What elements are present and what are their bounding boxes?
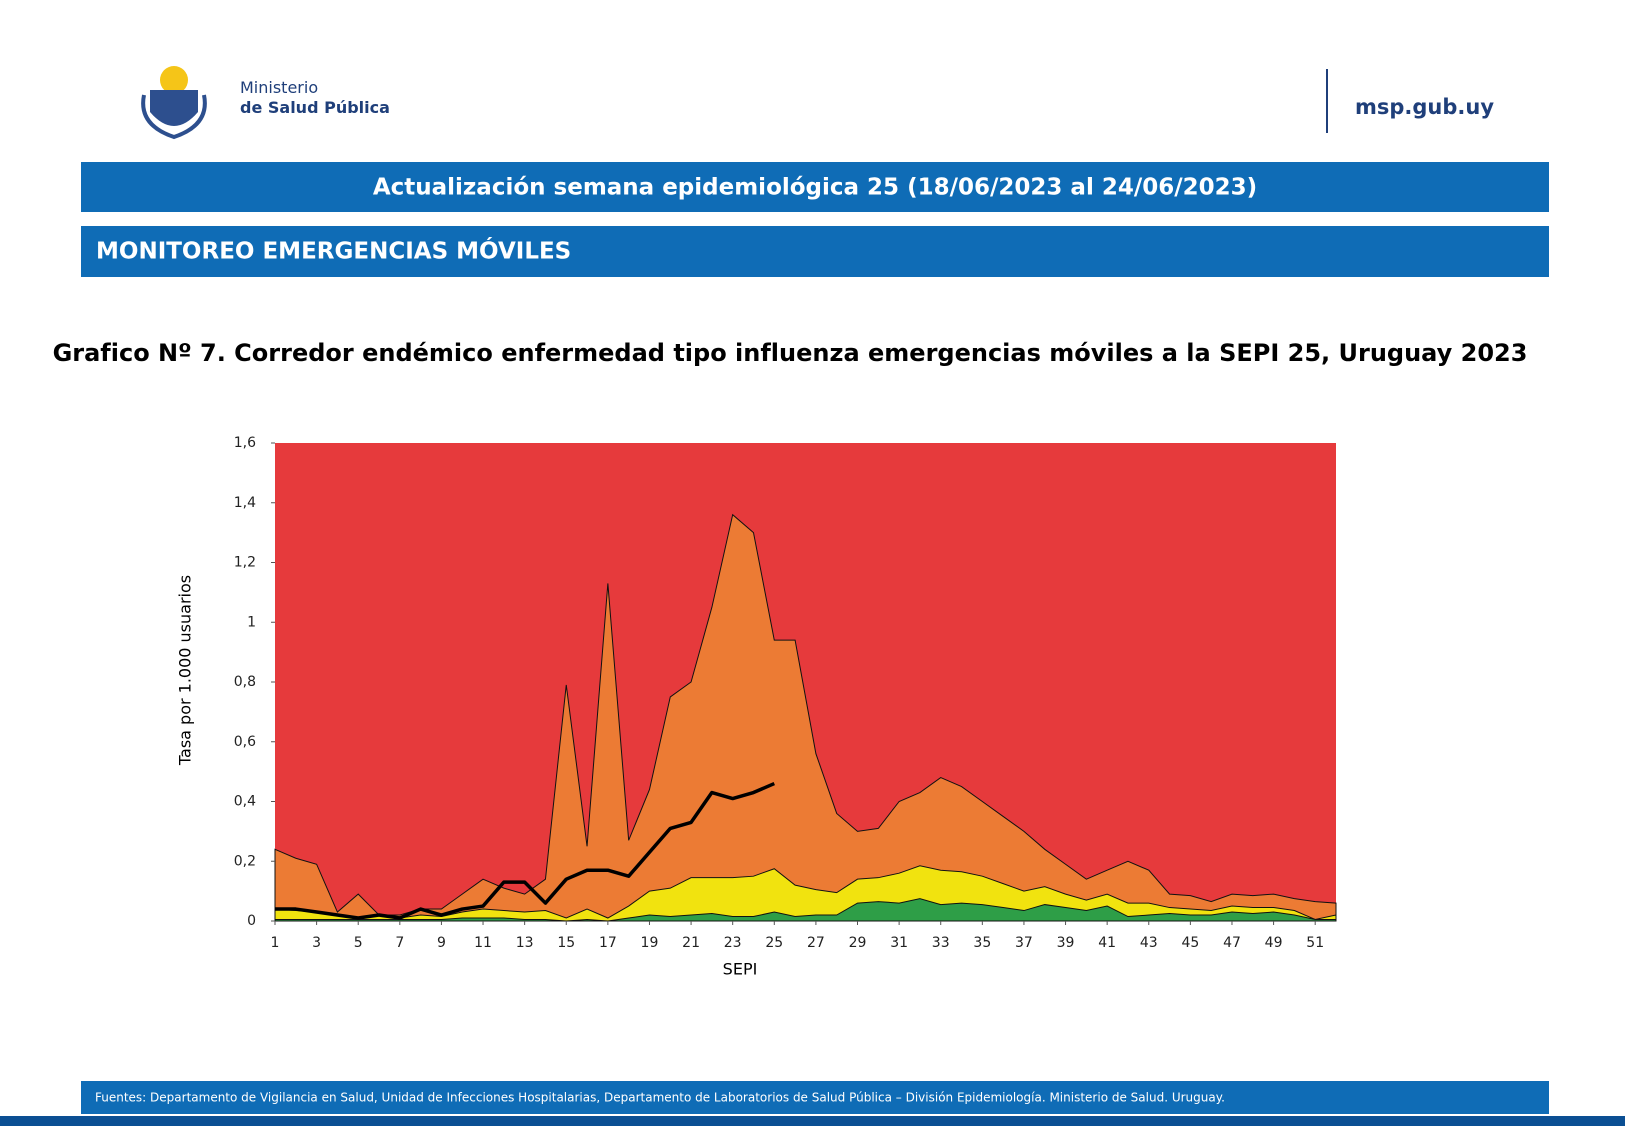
ministry-name: de Salud Pública <box>240 98 390 117</box>
x-tick-label: 1 <box>271 935 280 951</box>
area-band <box>274 513 1337 922</box>
y-tick-label: 0,2 <box>234 853 256 869</box>
x-tick-label: 9 <box>437 935 446 951</box>
y-tick-label: 1,4 <box>234 495 256 511</box>
logo <box>141 66 207 140</box>
bottom-stripe <box>0 1116 1625 1126</box>
x-tick-label: 3 <box>312 935 321 951</box>
x-tick-label: 33 <box>932 935 950 951</box>
x-tick-label: 39 <box>1057 935 1075 951</box>
chart-title: Grafico Nº 7. Corredor endémico enfermed… <box>53 339 1528 367</box>
area-band <box>274 865 1337 922</box>
x-tick-label: 7 <box>395 935 404 951</box>
area-band <box>274 898 1337 922</box>
x-tick-label: 43 <box>1140 935 1158 951</box>
x-tick-label: 19 <box>641 935 659 951</box>
update-banner: Actualización semana epidemiológica 25 (… <box>373 175 1257 201</box>
x-tick-label: 23 <box>724 935 742 951</box>
y-tick-label: 1,2 <box>234 555 256 571</box>
x-tick-label: 49 <box>1265 935 1283 951</box>
y-axis-label: Tasa por 1.000 usuarios <box>176 575 195 766</box>
x-tick-label: 27 <box>807 935 825 951</box>
x-tick-label: 25 <box>765 935 783 951</box>
x-tick-label: 35 <box>973 935 991 951</box>
x-tick-label: 47 <box>1223 935 1241 951</box>
banner <box>81 226 1549 277</box>
y-tick-label: 0,8 <box>234 674 256 690</box>
y-tick-label: 1 <box>247 614 256 630</box>
x-tick-label: 31 <box>890 935 908 951</box>
line-series <box>275 781 775 920</box>
footer-bar <box>81 1081 1549 1114</box>
banner <box>81 162 1549 212</box>
footer-sources: Fuentes: Departamento de Vigilancia en S… <box>95 1091 1225 1105</box>
x-tick-label: 51 <box>1306 935 1324 951</box>
y-tick-label: 0,4 <box>234 794 256 810</box>
x-tick-label: 17 <box>599 935 617 951</box>
site-url: msp.gub.uy <box>1355 95 1494 119</box>
x-tick-label: 21 <box>682 935 700 951</box>
x-tick-label: 45 <box>1181 935 1199 951</box>
y-tick-label: 0,6 <box>234 734 256 750</box>
x-tick-label: 41 <box>1098 935 1116 951</box>
section-banner: MONITOREO EMERGENCIAS MÓVILES <box>96 237 571 265</box>
x-axis-label: SEPI <box>723 960 758 979</box>
x-tick-label: 15 <box>557 935 575 951</box>
chart: 00,20,40,60,811,21,41,61 3 5 7 9 11 13 15 17 19 21… <box>234 435 1337 951</box>
y-tick-label: 0 <box>247 913 256 929</box>
x-tick-label: 37 <box>1015 935 1033 951</box>
x-tick-label: 29 <box>849 935 867 951</box>
x-tick-label: 11 <box>474 935 492 951</box>
ministry-name: Ministerio <box>240 78 318 97</box>
x-tick-label: 5 <box>354 935 363 951</box>
y-tick-label: 1,6 <box>234 435 256 451</box>
x-tick-label: 13 <box>516 935 534 951</box>
